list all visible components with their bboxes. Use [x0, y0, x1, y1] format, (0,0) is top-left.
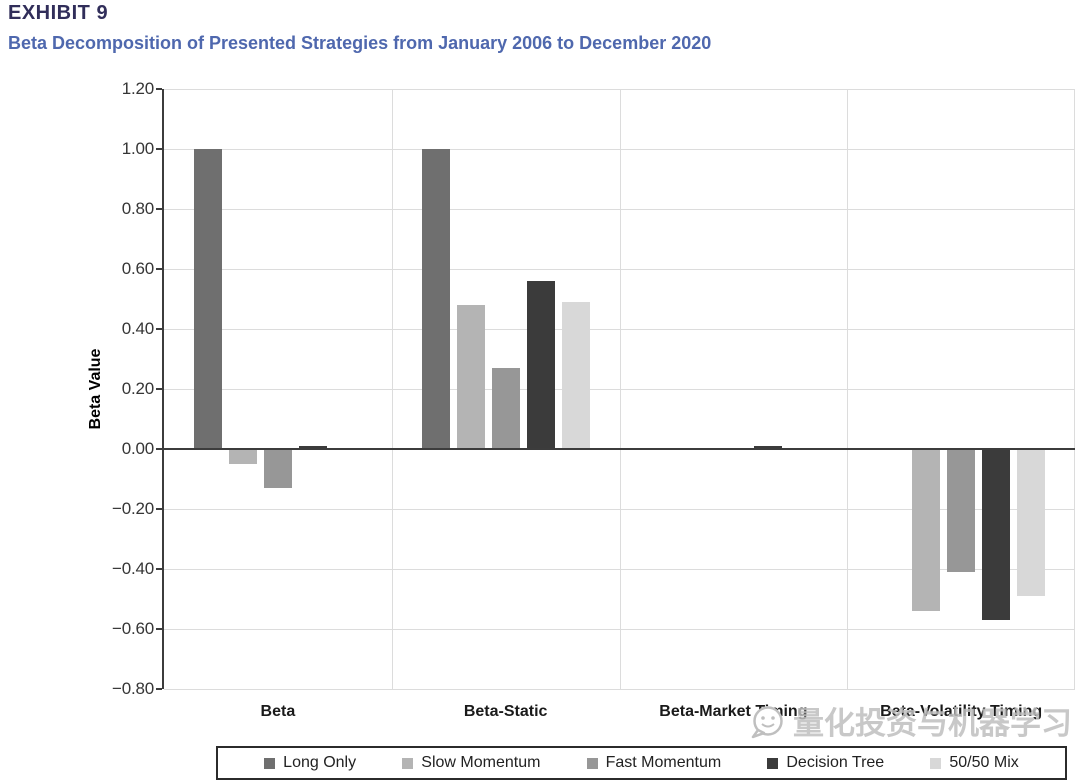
gridline: [164, 689, 1075, 690]
legend-item: Fast Momentum: [586, 754, 722, 772]
bar-decision-tree: [526, 281, 555, 449]
legend-label: Decision Tree: [786, 754, 885, 771]
y-tick-label: −0.60: [111, 619, 154, 638]
x-category-label: Beta-Market Timing: [659, 703, 808, 720]
y-tick-mark: [156, 388, 162, 390]
legend-marker: [402, 757, 414, 769]
legend-label: Slow Momentum: [421, 754, 541, 771]
plot-area: [156, 88, 1075, 690]
bar-fast-momentum: [947, 449, 976, 572]
legend-item: Long Only: [264, 754, 356, 772]
bar-50-50-mix: [1017, 449, 1046, 596]
y-tick-label: −0.20: [111, 499, 154, 518]
y-tick-mark: [156, 88, 162, 90]
y-tick-label: 1.20: [121, 79, 154, 98]
bar-slow-momentum: [456, 305, 485, 449]
legend-marker: [264, 757, 276, 769]
y-tick-mark: [156, 568, 162, 570]
bar-long-only: [421, 149, 450, 449]
legend: Long Only Slow Momentum Fast Momentum Decis…: [216, 746, 1067, 780]
group-divider: [1074, 89, 1075, 689]
legend-label: 50/50 Mix: [949, 754, 1019, 771]
chart-subtitle: Beta Decomposition of Presented Strategi…: [8, 33, 712, 53]
y-axis-spine: [162, 89, 164, 689]
y-tick-mark: [156, 628, 162, 630]
group-divider: [391, 89, 393, 689]
legend-marker: [586, 757, 598, 769]
y-tick-label: −0.40: [111, 559, 154, 578]
bar-decision-tree: [754, 446, 783, 449]
bar-50-50-mix: [561, 302, 590, 449]
legend-item: 50/50 Mix: [930, 754, 1019, 772]
group-divider: [847, 89, 849, 689]
exhibit-title: EXHIBIT 9: [8, 2, 109, 24]
y-tick-label: 0.20: [121, 379, 154, 398]
legend-label: Fast Momentum: [605, 754, 722, 771]
bar-decision-tree: [982, 449, 1011, 620]
group-divider: [619, 89, 621, 689]
y-tick-label: 1.00: [121, 139, 154, 158]
bar-slow-momentum: [912, 449, 941, 611]
x-category-label: Beta: [260, 703, 296, 720]
bar-slow-momentum: [228, 449, 257, 464]
zero-axis-line: [164, 448, 1075, 450]
legend-item: Slow Momentum: [402, 754, 540, 772]
y-tick-label: 0.40: [121, 319, 154, 338]
y-tick-mark: [156, 268, 162, 270]
legend-label: Long Only: [283, 754, 357, 771]
legend-item: Decision Tree: [767, 754, 884, 772]
y-tick-mark: [156, 508, 162, 510]
x-category-label: Beta-Volatility Timing: [880, 703, 1043, 720]
y-tick-label: 0.80: [121, 199, 154, 218]
y-tick-label: 0.00: [121, 439, 154, 458]
bar-decision-tree: [298, 446, 327, 449]
y-tick-label: −0.80: [111, 679, 154, 698]
y-tick-mark: [156, 448, 162, 450]
legend-marker: [930, 757, 942, 769]
bar-long-only: [193, 149, 222, 449]
legend-marker: [767, 757, 779, 769]
y-tick-mark: [156, 148, 162, 150]
x-category-label: Beta-Static: [463, 703, 548, 720]
bar-fast-momentum: [491, 368, 520, 449]
y-tick-mark: [156, 328, 162, 330]
y-tick-mark: [156, 688, 162, 690]
bar-fast-momentum: [263, 449, 292, 488]
y-tick-mark: [156, 208, 162, 210]
y-tick-label: 0.60: [121, 259, 154, 278]
